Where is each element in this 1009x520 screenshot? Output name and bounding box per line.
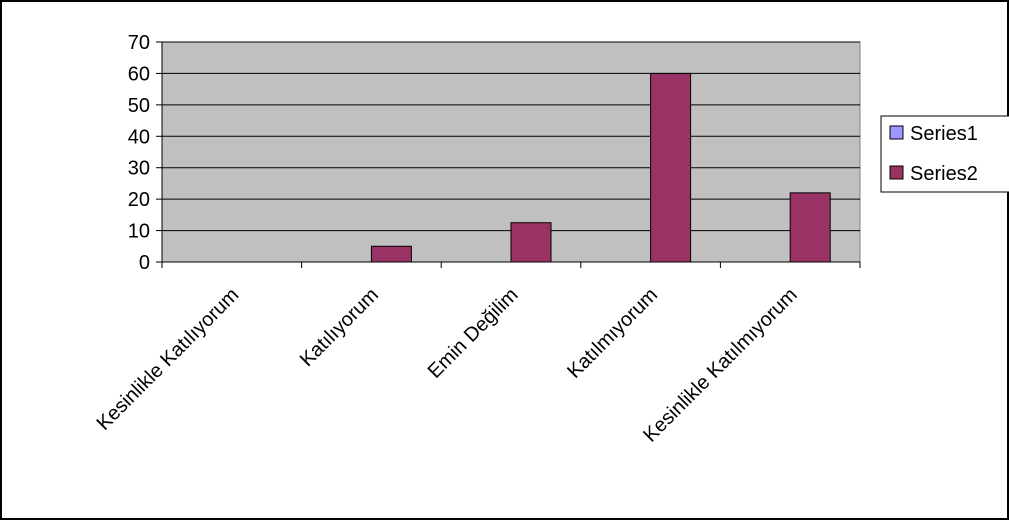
y-tick-label: 20 <box>128 189 150 211</box>
y-tick-label: 40 <box>128 126 150 148</box>
gridlines <box>162 41 860 232</box>
y-tick-label: 70 <box>128 32 150 54</box>
bar-series2 <box>510 222 552 263</box>
legend-swatch-series1 <box>889 125 904 140</box>
bar-series2 <box>789 192 831 263</box>
y-tick-label: 60 <box>128 63 150 85</box>
legend-swatch-series2 <box>889 165 904 180</box>
y-axis-ticks: 0 10 20 30 40 50 60 70 <box>128 32 162 274</box>
legend-label-series2: Series2 <box>910 163 978 185</box>
bar-series2 <box>650 72 692 263</box>
bar-series2 <box>370 245 412 263</box>
y-tick-label: 10 <box>128 221 150 243</box>
y-tick-label: 0 <box>139 252 150 274</box>
legend: Series1 Series2 <box>880 115 1009 193</box>
legend-label-series1: Series1 <box>910 123 978 145</box>
y-tick-label: 30 <box>128 158 150 180</box>
y-tick-label: 50 <box>128 95 150 117</box>
